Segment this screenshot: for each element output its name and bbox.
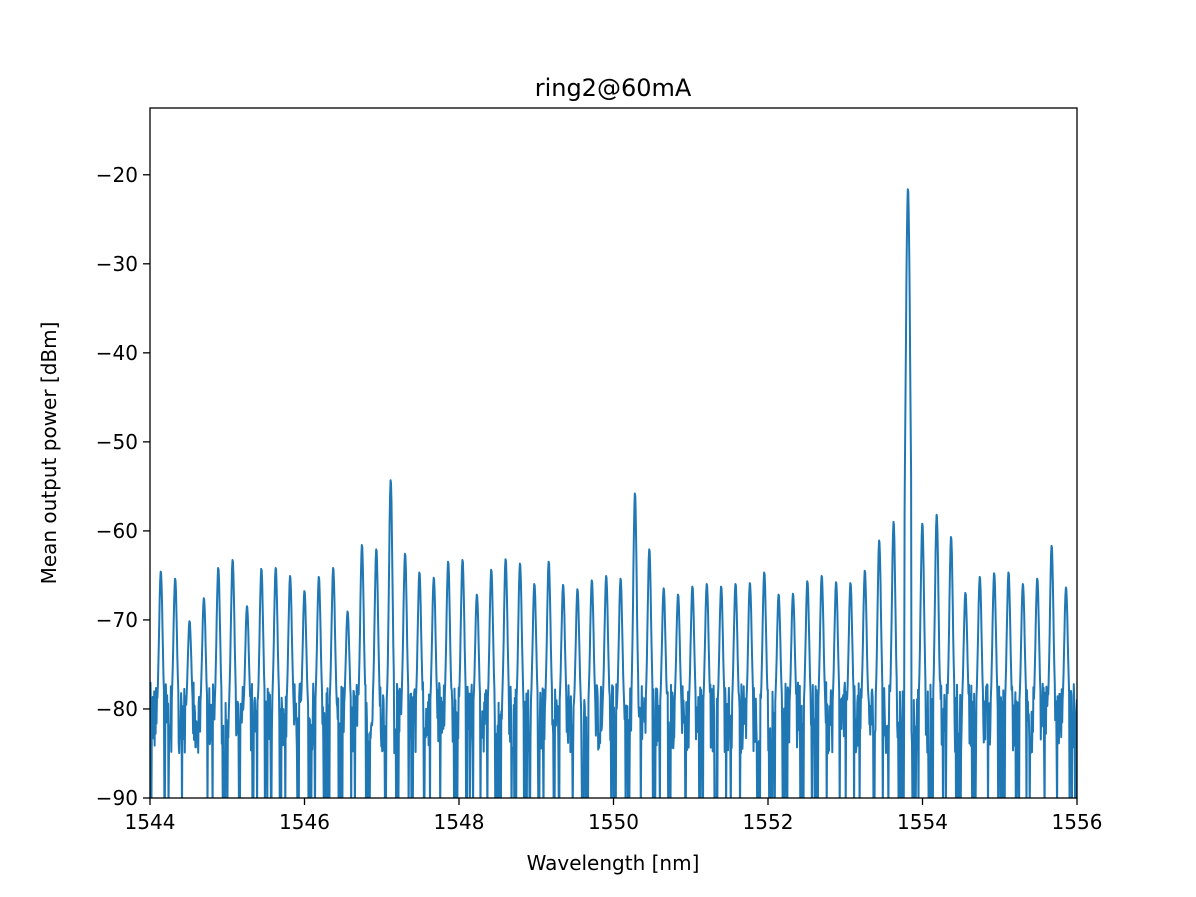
y-tick-label: −80 xyxy=(96,697,138,721)
y-tick-label: −50 xyxy=(96,430,138,454)
x-tick-label: 1552 xyxy=(743,810,794,834)
x-axis-label: Wavelength [nm] xyxy=(527,851,700,875)
series-line-0 xyxy=(150,188,1077,798)
x-tick-label: 1546 xyxy=(279,810,330,834)
y-tick-label: −90 xyxy=(96,786,138,810)
series-group xyxy=(150,188,1077,798)
x-tick-label: 1554 xyxy=(897,810,948,834)
y-tick-label: −20 xyxy=(96,163,138,187)
x-tick-label: 1550 xyxy=(588,810,639,834)
chart-title: ring2@60mA xyxy=(535,74,692,102)
y-tick-label: −70 xyxy=(96,608,138,632)
x-tick-label: 1556 xyxy=(1052,810,1103,834)
y-tick-label: −30 xyxy=(96,252,138,276)
y-axis-label: Mean output power [dBm] xyxy=(37,322,61,585)
y-tick-label: −60 xyxy=(96,519,138,543)
plot-frame xyxy=(149,107,1078,799)
x-tick-label: 1548 xyxy=(434,810,485,834)
x-tick-label: 1544 xyxy=(125,810,176,834)
y-tick-label: −40 xyxy=(96,341,138,365)
ticks-group: 1544 1546 1548 1550 1552 1554 1556 −90 −80 −70 −60… xyxy=(96,163,1103,834)
